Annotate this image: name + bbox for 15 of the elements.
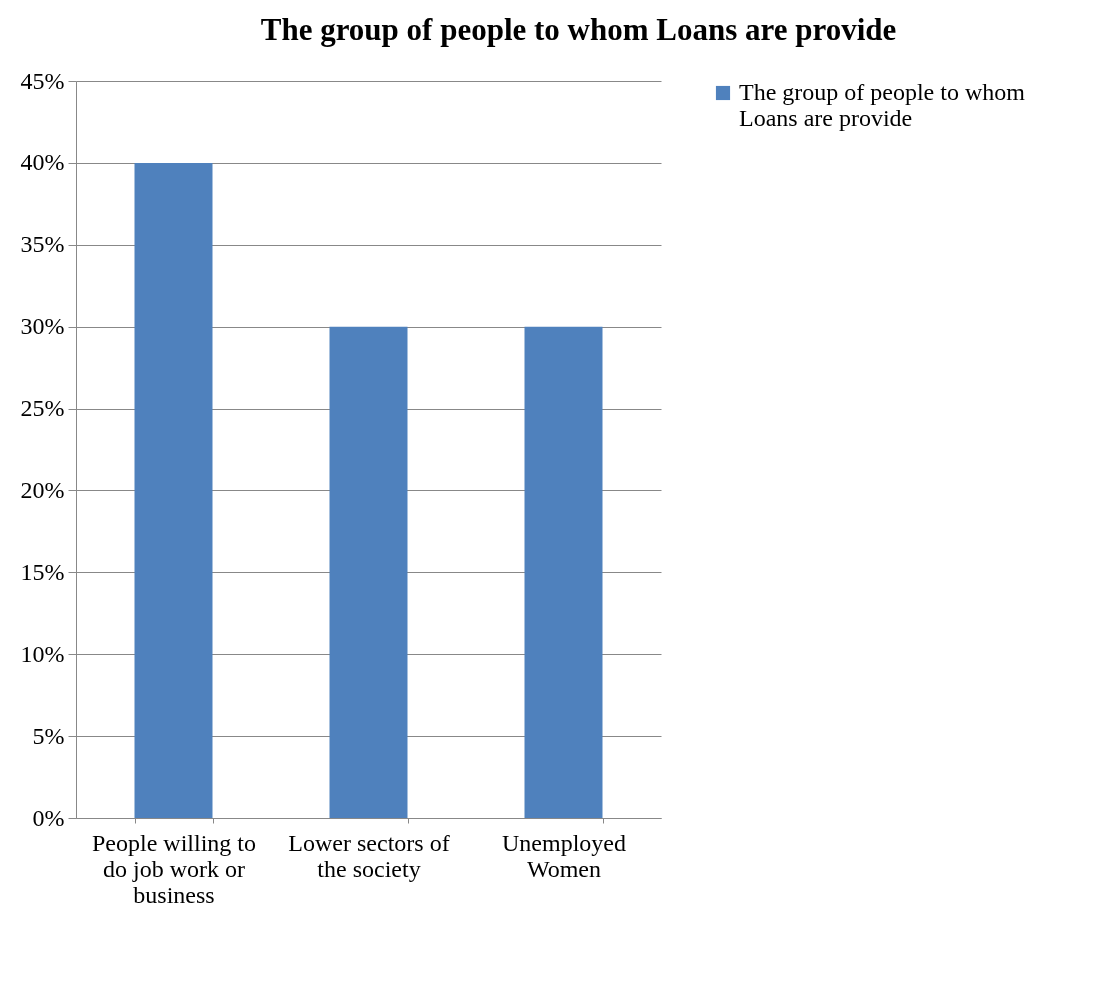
x-tick-label: Unemployed Women xyxy=(502,829,626,882)
y-tick-label: 40% xyxy=(20,149,65,176)
y-tick-label: 25% xyxy=(20,395,65,422)
y-tick-label: 20% xyxy=(20,476,65,503)
chart-title: The group of people to whom Loans are provide xyxy=(260,12,897,47)
y-tick-label: 15% xyxy=(20,558,65,585)
y-tick-label: 10% xyxy=(20,640,65,667)
y-tick-label: 35% xyxy=(20,231,65,258)
y-tick-label: 30% xyxy=(20,313,65,340)
y-tick-label: 0% xyxy=(32,804,65,831)
legend-label: The group of people to whom Loans are provide xyxy=(739,79,1026,131)
x-tick-label: People willing to do job work or business xyxy=(92,829,256,908)
x-tick-label: Lower sectors of the society xyxy=(288,829,450,882)
y-tick-label: 45% xyxy=(20,67,65,94)
y-tick-label: 5% xyxy=(32,722,65,749)
